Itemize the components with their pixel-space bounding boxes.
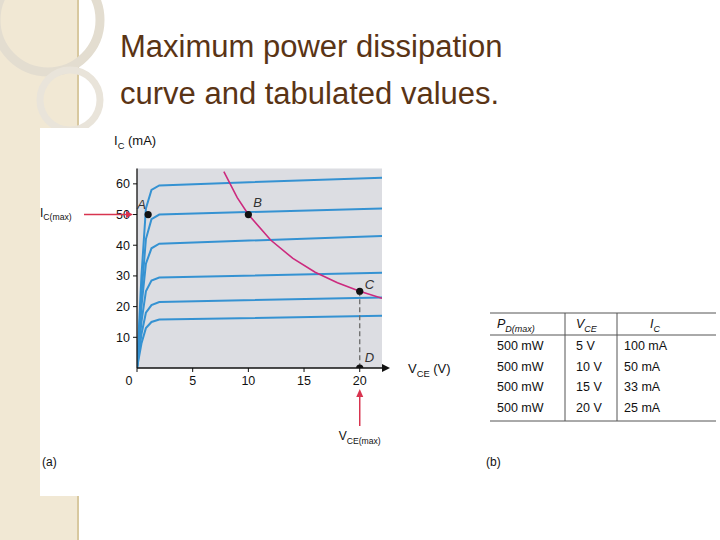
- table-cell: 500 mW: [497, 380, 544, 394]
- table-header: IC​: [650, 317, 660, 334]
- x-axis-arrow: [382, 364, 390, 372]
- plot-area: [137, 169, 382, 369]
- point-circle: [245, 211, 252, 218]
- curve: [137, 316, 382, 368]
- x-tick-label: 5: [189, 374, 196, 388]
- annotation-arrowhead: [126, 211, 133, 218]
- table-cell: 100 mA: [624, 339, 668, 353]
- x-tick: [304, 368, 305, 372]
- x-tick: [359, 368, 360, 372]
- table-rule: [490, 335, 716, 336]
- curve: [137, 236, 382, 368]
- table-divider: [617, 313, 618, 421]
- x-tick-label: 20: [353, 374, 367, 388]
- deco-circle: [40, 70, 100, 130]
- background: [0, 0, 720, 540]
- x-tick-label: 0: [126, 374, 133, 388]
- slide: Maximum power dissipation curve and tabul…: [0, 0, 720, 540]
- curve: [137, 273, 382, 368]
- curve: [224, 172, 382, 299]
- title: curve and tabulated values.: [120, 76, 499, 111]
- y-tick: [133, 214, 137, 215]
- x-tick-label: 10: [241, 374, 255, 388]
- table-header: VCE​: [576, 317, 598, 334]
- point-circle: [145, 211, 152, 218]
- point-circle: [356, 288, 363, 295]
- curve: [137, 297, 382, 368]
- point-label: A: [136, 197, 146, 212]
- y-tick-label: 30: [116, 269, 130, 283]
- point-label: C: [365, 277, 375, 292]
- table-rule: [490, 421, 716, 422]
- table-cell: 500 mW: [497, 401, 544, 415]
- table-cell: 500 mW: [497, 339, 544, 353]
- table-cell: 33 mA: [624, 380, 661, 394]
- annotation: IC(max)​: [40, 206, 72, 223]
- y-tick: [133, 337, 137, 338]
- y-axis-label: IC (mA): [114, 133, 156, 151]
- panel-label: (a): [42, 455, 57, 469]
- x-tick-label: 15: [297, 374, 311, 388]
- table-cell: 500 mW: [497, 360, 544, 374]
- deco-circle: [0, 0, 100, 72]
- x-tick: [137, 368, 138, 372]
- y-tick: [133, 183, 137, 184]
- title: Maximum power dissipation: [120, 29, 502, 64]
- panel-label: (b): [486, 455, 501, 469]
- point-label: D: [365, 350, 374, 365]
- table-cell: 25 mA: [624, 401, 661, 415]
- table-rule: [490, 313, 716, 314]
- annotation: VCE(max)​: [339, 429, 381, 446]
- curve: [137, 208, 382, 368]
- table-cell: 5 V: [576, 339, 595, 353]
- y-tick: [133, 275, 137, 276]
- table-cell: 20 V: [576, 401, 602, 415]
- x-axis-label: VCE (V): [408, 361, 451, 379]
- y-tick-label: 40: [116, 239, 130, 253]
- y-tick: [133, 306, 137, 307]
- limit-line: [359, 291, 360, 368]
- y-tick-label: 10: [116, 331, 130, 345]
- table-cell: 50 mA: [624, 360, 661, 374]
- point-label: B: [253, 195, 262, 210]
- y-tick-label: 20: [116, 300, 130, 314]
- table-divider: [565, 313, 566, 421]
- table-cell: 15 V: [576, 380, 602, 394]
- table-header: PD(max)​: [497, 317, 535, 334]
- table-cell: 10 V: [576, 360, 602, 374]
- y-tick-label: 60: [116, 177, 130, 191]
- annotation-arrow: [84, 214, 127, 216]
- x-tick: [248, 368, 249, 372]
- annotation-arrowhead: [356, 389, 363, 397]
- data-group: [137, 172, 382, 368]
- figure-panel: [40, 128, 485, 496]
- curve: [137, 178, 382, 368]
- x-axis: [137, 367, 382, 368]
- y-tick: [133, 245, 137, 246]
- annotation-arrow: [359, 396, 361, 426]
- x-tick: [192, 368, 193, 372]
